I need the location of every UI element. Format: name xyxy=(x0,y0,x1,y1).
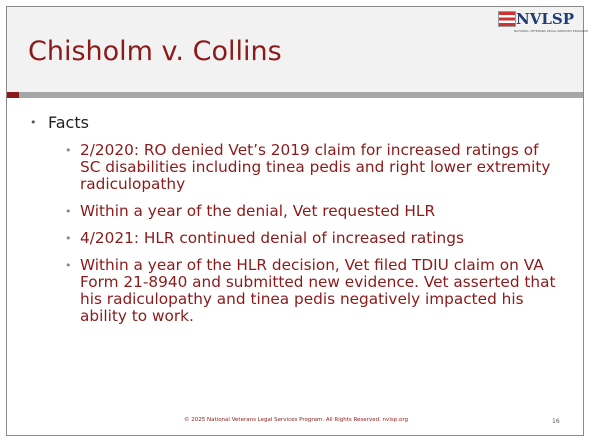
content: Facts 2/2020: RO denied Vet’s 2019 claim… xyxy=(30,113,560,335)
header xyxy=(7,7,583,92)
title: Chisholm v. Collins xyxy=(28,36,282,67)
sub-bullet: 4/2021: HLR continued denial of increase… xyxy=(65,230,560,248)
logo-flag xyxy=(498,11,516,27)
sub-bullet: Within a year of the denial, Vet request… xyxy=(65,203,560,221)
sub-bullet: 2/2020: RO denied Vet’s 2019 claim for i… xyxy=(65,142,560,193)
logo: NVLSP xyxy=(516,10,575,28)
logo-tagline: NATIONAL VETERANS LEGAL SERVICES PROGRAM xyxy=(514,29,589,33)
sub-bullets: 2/2020: RO denied Vet’s 2019 claim for i… xyxy=(30,142,560,325)
divider-bar xyxy=(19,92,583,98)
bullet: Facts xyxy=(30,113,560,132)
frame xyxy=(6,6,584,436)
footer: © 2025 National Veterans Legal Services … xyxy=(184,417,408,423)
accent-bar xyxy=(7,92,19,98)
sub-bullet: Within a year of the HLR decision, Vet f… xyxy=(65,257,560,325)
page-number: 16 xyxy=(552,418,560,425)
